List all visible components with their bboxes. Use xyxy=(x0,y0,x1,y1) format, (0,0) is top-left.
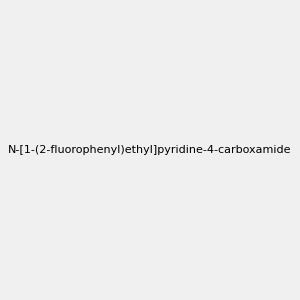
Text: N-[1-(2-fluorophenyl)ethyl]pyridine-4-carboxamide: N-[1-(2-fluorophenyl)ethyl]pyridine-4-ca… xyxy=(8,145,292,155)
